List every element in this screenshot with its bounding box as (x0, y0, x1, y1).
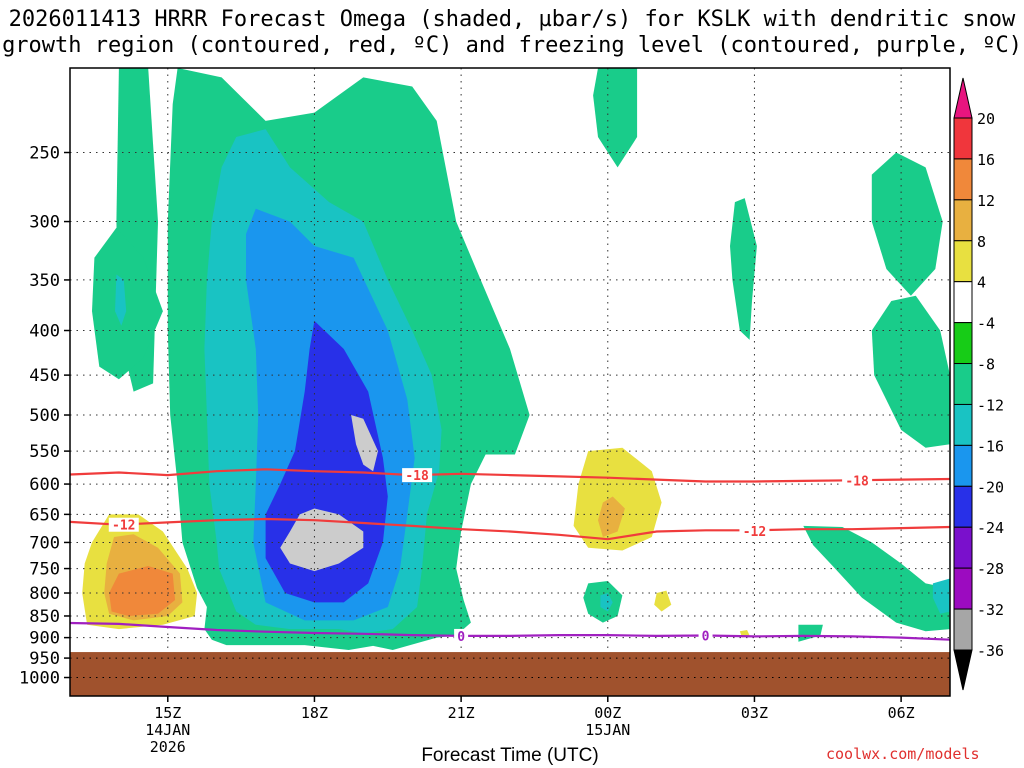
y-tick-label: 800 (29, 584, 60, 604)
y-tick-label: 1000 (19, 669, 60, 689)
contour-label-background (108, 517, 139, 532)
colorbar-label: 12 (977, 192, 995, 210)
omega-region (92, 227, 163, 380)
y-tick-label: 550 (29, 442, 60, 462)
y-tick-label: 400 (29, 322, 60, 342)
x-tick-label: 00Z (594, 704, 621, 722)
contour-label-background (402, 468, 433, 483)
y-tick-label: 250 (29, 144, 60, 164)
contour-label-background (454, 628, 469, 643)
x-tick-label: 14JAN (145, 721, 190, 739)
colorbar-top-arrow (953, 77, 973, 119)
x-tick-label: 15JAN (585, 721, 630, 739)
y-tick-label: 950 (29, 649, 60, 669)
colorbar-segment (953, 485, 973, 528)
omega-region (871, 152, 943, 296)
y-tick-label: 600 (29, 475, 60, 495)
colorbar-segment (953, 403, 973, 446)
ground-terrain (70, 652, 950, 696)
colorbar-label: -4 (977, 315, 995, 333)
y-axis: 2503003504004505005506006507007508008509… (19, 144, 70, 689)
temperature-contours: -18 -18 -12 -12 0 0 (70, 468, 950, 645)
y-tick-label: 650 (29, 505, 60, 525)
x-tick-label: 03Z (741, 704, 768, 722)
colorbar-label: -32 (977, 601, 1004, 619)
omega-region (932, 578, 950, 614)
contour-label: -18 (405, 469, 429, 484)
colorbar-segment (953, 117, 973, 160)
y-tick-label: 350 (29, 271, 60, 291)
colorbar-label: -24 (977, 519, 1004, 537)
contour-label: 0 (702, 630, 710, 645)
y-tick-label: 750 (29, 560, 60, 580)
colorbar-label: -8 (977, 356, 995, 374)
contour-label: -18 (845, 474, 869, 489)
colorbar-label: 20 (977, 110, 995, 128)
plot-gridlines (70, 68, 950, 696)
y-tick-label: 500 (29, 406, 60, 426)
x-tick-label: 06Z (888, 704, 915, 722)
omega-region (871, 295, 950, 448)
omega-region (730, 198, 757, 340)
colorbar-segment (953, 567, 973, 610)
contour-label-background (842, 473, 873, 488)
contour-line (70, 517, 950, 541)
colorbar-segment (953, 608, 973, 651)
y-tick-label: 700 (29, 533, 60, 553)
omega-region (573, 447, 662, 551)
x-tick-label: 21Z (448, 704, 475, 722)
colorbar-label: -12 (977, 396, 1004, 414)
colorbar-label: 8 (977, 233, 986, 251)
x-tick-label: 15Z (154, 704, 181, 722)
y-tick-label: 900 (29, 629, 60, 649)
colorbar: 20 16 12 8 4 -4 -8 -12 -16 -20 -24 -28 -32 -36 (953, 77, 1004, 691)
colorbar-label: -28 (977, 560, 1004, 578)
colorbar-segment (953, 158, 973, 201)
contour-label: 0 (457, 630, 465, 645)
source-credit: coolwx.com/models (826, 745, 980, 763)
contour-label: -12 (112, 519, 135, 534)
omega-region (600, 593, 613, 612)
contour-label-background (739, 523, 770, 538)
colorbar-label: -36 (977, 642, 1004, 660)
colorbar-segment (953, 240, 973, 283)
colorbar-label: -20 (977, 478, 1004, 496)
chart-title-line-2: growth region (contoured, red, ºC) and f… (2, 33, 1022, 58)
omega-region (654, 590, 672, 612)
omega-region (803, 525, 950, 632)
chart-title-line-1: 2026011413 HRRR Forecast Omega (shaded, … (8, 7, 1016, 32)
colorbar-segment (953, 526, 973, 569)
y-tick-label: 300 (29, 213, 60, 233)
y-tick-label: 850 (29, 607, 60, 627)
x-tick-label: 18Z (301, 704, 328, 722)
omega-shading (82, 68, 950, 650)
contour-line (70, 468, 950, 483)
omega-region (351, 415, 378, 472)
omega-region (593, 68, 638, 168)
contour-line (70, 621, 950, 641)
y-tick-label: 450 (29, 366, 60, 386)
x-axis-label: Forecast Time (UTC) (421, 745, 599, 766)
contour-label: -12 (743, 525, 766, 540)
colorbar-bottom-arrow (953, 649, 973, 691)
colorbar-segment (953, 281, 973, 324)
contour-label-background (698, 628, 713, 643)
colorbar-segment (953, 363, 973, 405)
colorbar-label: 16 (977, 151, 995, 169)
omega-region (280, 508, 364, 572)
omega-region (109, 566, 176, 616)
colorbar-segment (953, 322, 973, 365)
colorbar-label: -16 (977, 437, 1004, 455)
colorbar-segment (953, 199, 973, 242)
plot-frame (69, 67, 951, 697)
colorbar-label: 4 (977, 274, 986, 292)
colorbar-segment (953, 444, 973, 487)
omega-region (598, 496, 625, 537)
omega-region (115, 274, 127, 326)
x-tick-label: 2026 (150, 738, 186, 756)
